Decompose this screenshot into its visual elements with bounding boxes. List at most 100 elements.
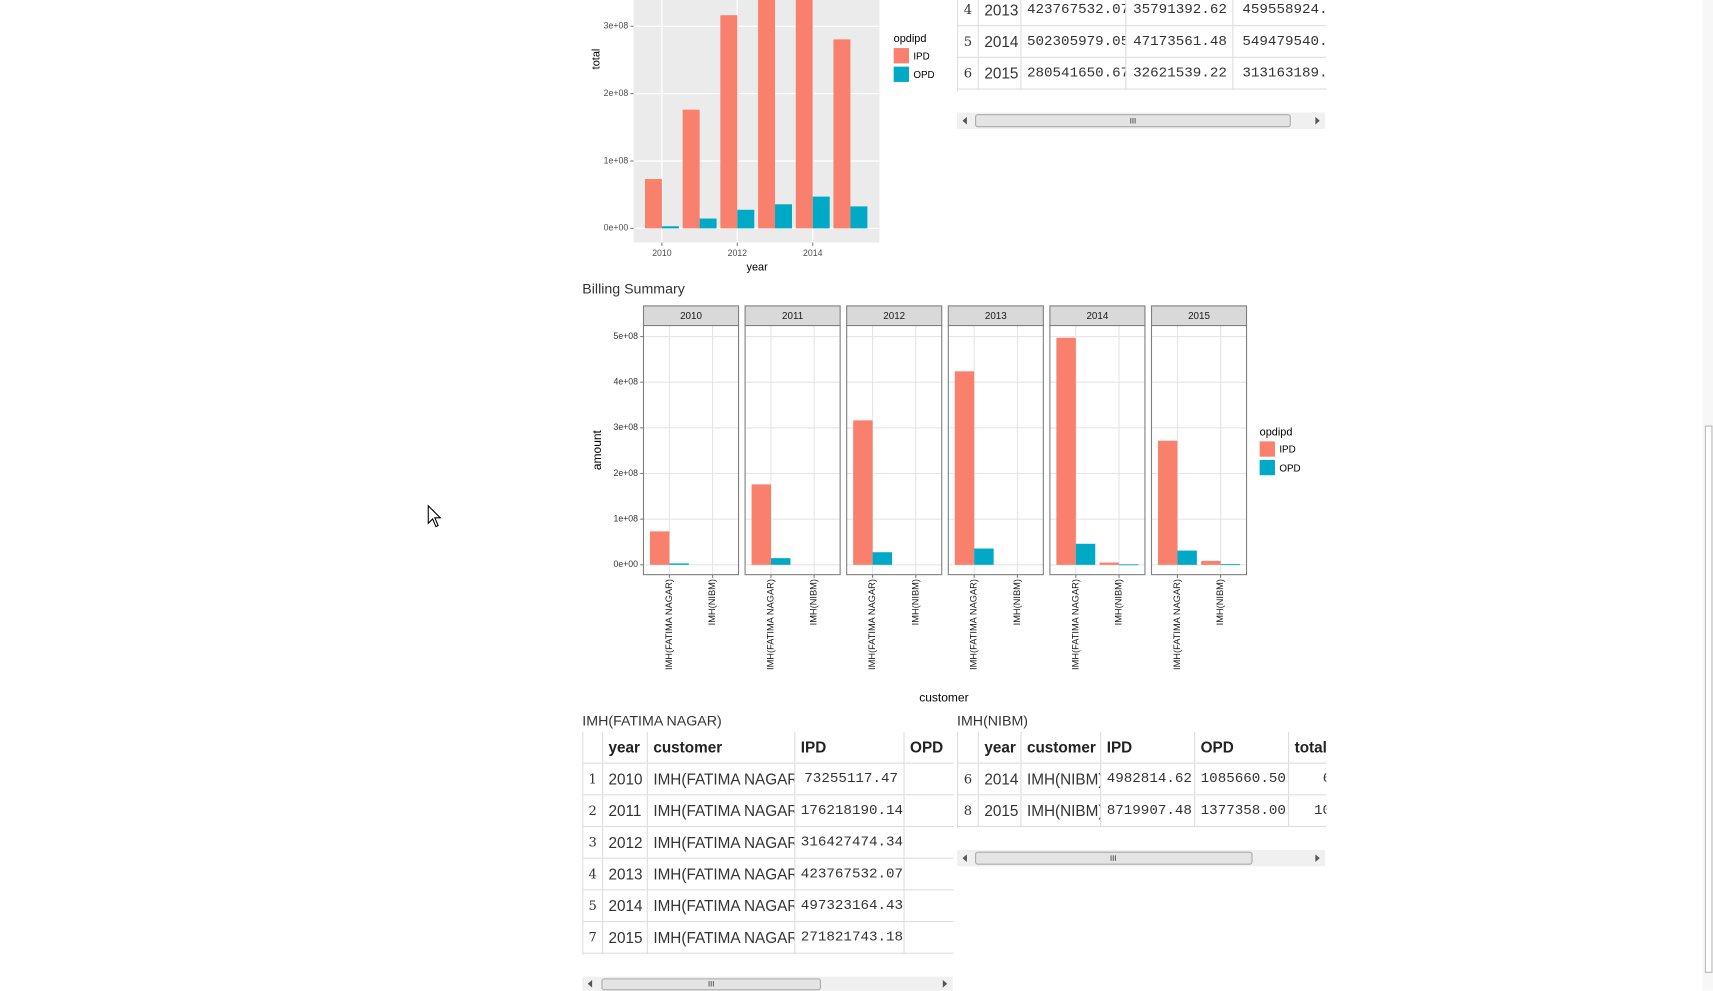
bar [758, 0, 776, 229]
table-header-cell: OPD [1195, 731, 1290, 764]
x-axis-title: customer [919, 690, 968, 704]
table-cell: 5 [958, 26, 979, 58]
page-scrollbar[interactable] [1702, 0, 1713, 991]
table-cell: IMH(NIBM) [1021, 763, 1102, 796]
y-tick-label: 2e+08 [604, 88, 629, 98]
table-cell: 46087 [904, 890, 954, 923]
table-cell: 2014 [603, 890, 648, 923]
y-axis-title: total [590, 49, 602, 70]
bar [1056, 337, 1076, 565]
table-cell: 31244 [904, 922, 954, 954]
bar [812, 196, 830, 229]
bar [850, 206, 868, 229]
table-cell: 176218190.14 [795, 795, 905, 828]
bar [644, 179, 662, 229]
table-cell: 73255117.47 [795, 763, 905, 796]
scroll-right-arrow[interactable] [1315, 116, 1320, 125]
legend-key [1259, 441, 1275, 457]
table-cell: 32621539.22 [1126, 57, 1234, 90]
x-tick-label: IMH(NIBM) [707, 579, 717, 625]
table-caption: IMH(FATIMA NAGAR) [582, 712, 722, 729]
legend-key [893, 66, 909, 82]
table-header-cell: customer [1021, 731, 1102, 764]
table-cell: 4982814.62 [1101, 763, 1196, 796]
bar [1201, 560, 1221, 565]
table-header-cell [958, 731, 979, 764]
x-tick-label: 2014 [803, 248, 823, 258]
scroll-right-arrow[interactable] [942, 979, 948, 988]
table-cell: 35791392.62 [1126, 0, 1234, 27]
table-cell: 2010 [603, 763, 648, 796]
table-cell: 2 [583, 795, 604, 828]
bar [1157, 440, 1178, 565]
x-tick-label: 2012 [728, 248, 748, 258]
bars [644, 0, 868, 229]
y-tick-label: 5e+08 [613, 331, 638, 341]
table-cell: 2015 [978, 795, 1022, 828]
panel-border [846, 325, 943, 576]
scroll-thumb[interactable] [1704, 425, 1713, 973]
table-cell: 2015 [978, 57, 1022, 90]
table-header-cell: IPD [795, 731, 905, 764]
scroll-left-arrow[interactable] [962, 116, 967, 125]
legend-title: opdipd [894, 33, 927, 45]
data-table: year customer IPD OPD 1 2010 IMH(FATIMA NAGAR)… [582, 731, 954, 955]
table-cell: 7 [583, 922, 604, 954]
bar [737, 209, 755, 229]
x-tick-label: IMH(FATIMA NAGAR) [1070, 579, 1080, 670]
panel-border [642, 325, 740, 576]
bar [1075, 543, 1096, 565]
table-cell: 280541650.67 [1021, 57, 1127, 90]
h-scrollbar[interactable] [582, 976, 953, 991]
table-cell: 47173561.48 [1126, 26, 1234, 58]
bar [1220, 564, 1241, 566]
x-tick-label: IMH(FATIMA NAGAR) [664, 579, 674, 670]
scroll-grip [1130, 117, 1136, 124]
h-scrollbar[interactable] [957, 112, 1326, 129]
scroll-right-arrow[interactable] [1315, 854, 1320, 862]
table-cell: 423767532.07 [795, 858, 905, 891]
mouse-cursor [427, 504, 442, 528]
table-cell: IMH(FATIMA NAGAR) [647, 858, 796, 891]
table-cell: IMH(NIBM) [1021, 795, 1102, 828]
table-cell: IMH(FATIMA NAGAR) [647, 795, 796, 828]
legend-label: IPD [1279, 445, 1295, 456]
table-header-cell: OPD [904, 732, 954, 764]
y-tick-label: 1e+08 [604, 155, 629, 165]
table-cell: 2015 [603, 922, 648, 954]
table-cell: 1009 [1289, 795, 1327, 828]
h-scrollbar[interactable] [957, 849, 1326, 867]
legend-label: IPD [913, 51, 929, 62]
bar [853, 420, 873, 565]
panel-border [947, 325, 1044, 576]
bar [833, 39, 851, 229]
table-cell: 2014 [978, 763, 1022, 796]
x-tick-label: 2010 [652, 248, 672, 258]
y-tick-label: 3e+08 [613, 422, 638, 432]
bar [795, 0, 813, 229]
table-cell: 4 [958, 0, 979, 27]
x-tick-label: IMH(FATIMA NAGAR) [969, 579, 979, 670]
y-tick-label: 2e+08 [613, 468, 638, 478]
table-cell: IMH(FATIMA NAGAR) [647, 890, 796, 923]
bar [661, 226, 679, 229]
scroll-grip [708, 981, 714, 987]
table-cell: 6 [958, 763, 979, 796]
scroll-left-arrow[interactable] [587, 979, 593, 988]
facet-label: 2011 [782, 311, 803, 322]
table-cell: 27629 [904, 827, 954, 859]
table-cell: 8 [958, 795, 979, 828]
table-cell: 502305979.05 [1021, 26, 1127, 58]
bar [1099, 562, 1120, 565]
table-cell: 497323164.43 [795, 890, 905, 923]
y-axis-title: amount [590, 429, 604, 470]
table-cell: 549479540.5 [1233, 26, 1327, 58]
table-cell: 8719907.48 [1101, 795, 1196, 828]
x-axis-title: year [746, 262, 768, 274]
bar [872, 552, 893, 565]
table-cell: 1085660.50 [1195, 763, 1290, 796]
facet-label: 2015 [1188, 311, 1210, 322]
scroll-left-arrow[interactable] [962, 854, 967, 862]
